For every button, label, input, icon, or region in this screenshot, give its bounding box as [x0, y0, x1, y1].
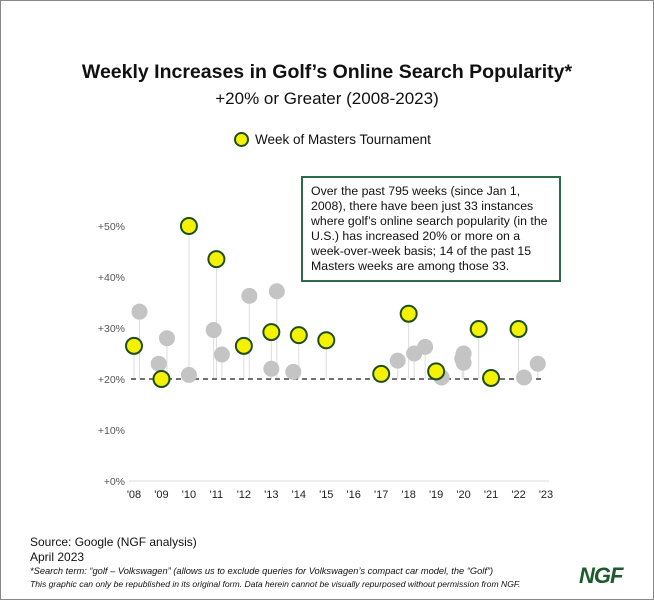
data-point-masters [372, 364, 391, 383]
chart-title: Weekly Increases in Golf’s Online Search… [81, 61, 573, 83]
x-tick-label: '19 [429, 489, 443, 501]
data-point-other [516, 369, 533, 386]
x-tick-label: '15 [319, 489, 333, 501]
data-point-other [213, 346, 230, 363]
data-point-masters [482, 368, 501, 387]
data-point-other [285, 363, 302, 380]
data-point-masters [427, 362, 446, 381]
data-point-masters [179, 217, 198, 235]
data-point-other [455, 354, 472, 371]
data-point-other [241, 287, 258, 304]
data-point-masters [399, 304, 418, 323]
data-point-masters [262, 323, 281, 342]
x-tick-label: '11 [210, 489, 224, 501]
legend-marker-icon [234, 132, 249, 147]
data-point-other [205, 322, 222, 339]
data-point-other [417, 338, 434, 355]
data-point-other [263, 360, 280, 377]
data-point-masters [207, 250, 226, 269]
x-tick-label: '14 [292, 489, 306, 501]
data-point-masters [234, 336, 253, 355]
source-text: Source: Google (NGF analysis) [30, 535, 197, 549]
data-point-other [150, 355, 167, 372]
annotation-box: Over the past 795 weeks (since Jan 1, 20… [301, 176, 561, 282]
data-point-other [389, 352, 406, 369]
x-tick-label: '09 [154, 489, 168, 501]
footnote: *Search term: “golf – Volkswagen” (allow… [30, 566, 494, 576]
x-tick-label: '23 [539, 489, 553, 501]
data-point-masters [125, 336, 143, 355]
x-tick-label: '16 [347, 489, 361, 501]
ngf-logo: NGF [579, 563, 623, 588]
y-tick-label: +30% [98, 323, 125, 335]
data-point-other [158, 330, 175, 347]
chart-subtitle: +20% or Greater (2008-2023) [215, 89, 439, 108]
legend: Week of Masters Tournament [234, 132, 431, 147]
y-tick-label: +0% [104, 476, 125, 488]
x-tick-label: '08 [127, 489, 141, 501]
date-text: April 2023 [30, 550, 85, 564]
x-tick-label: '21 [484, 489, 498, 501]
data-point-other [180, 366, 197, 383]
data-point-masters [509, 320, 528, 339]
y-tick-label: +10% [98, 425, 125, 437]
x-tick-label: '13 [264, 489, 278, 501]
y-tick-label: +40% [98, 272, 125, 284]
data-point-other [529, 355, 546, 372]
data-point-masters [289, 326, 308, 345]
x-tick-label: '20 [456, 489, 470, 501]
data-point-masters [317, 331, 336, 350]
x-tick-label: '18 [401, 489, 415, 501]
legend-label: Week of Masters Tournament [255, 132, 431, 147]
data-point-masters [152, 370, 171, 388]
y-tick-label: +20% [98, 374, 125, 386]
data-point-other [268, 283, 285, 300]
x-tick-label: '22 [511, 489, 525, 501]
x-tick-label: '17 [374, 489, 388, 501]
x-tick-label: '12 [237, 489, 251, 501]
data-point-other [131, 303, 148, 320]
y-tick-label: +50% [98, 221, 125, 233]
data-point-masters [469, 320, 488, 339]
x-tick-label: '10 [182, 489, 196, 501]
disclaimer: This graphic can only be republished in … [30, 579, 521, 589]
